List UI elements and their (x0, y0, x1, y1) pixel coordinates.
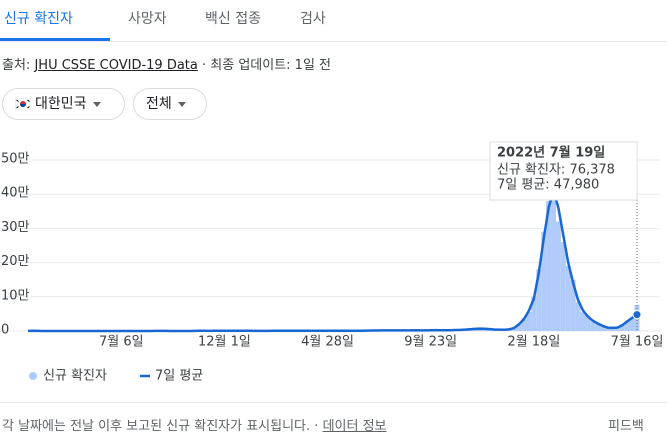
divider (0, 41, 667, 42)
average-line (27, 189, 638, 333)
tooltip-title: 2022년 7월 19일 (497, 145, 605, 161)
country-dropdown[interactable]: 대한민국 (2, 88, 125, 120)
bar (570, 279, 576, 331)
tooltip-row: 7일 평균: 47,980 (497, 178, 599, 193)
bar (560, 242, 566, 331)
tooltip-row: 신규 확진자: 76,378 (497, 163, 615, 178)
bar (555, 221, 561, 331)
bar (551, 175, 556, 331)
tab[interactable]: 사망자 (128, 11, 167, 27)
legend-label: 7일 평균 (155, 369, 203, 384)
source-prefix: 출처: (2, 58, 31, 73)
tab-indicator (0, 38, 110, 41)
bar (585, 315, 591, 331)
flag (14, 97, 32, 111)
scope-dropdown[interactable]: 전체 (133, 88, 207, 120)
y-tick-label: 20만 (1, 254, 30, 269)
bar (531, 296, 537, 331)
y-tick-label: 10만 (1, 288, 30, 303)
bar (600, 326, 606, 331)
bar (619, 324, 625, 331)
source-link[interactable]: JHU CSSE COVID-19 Data (34, 58, 198, 73)
tab[interactable]: 백신 접종 (205, 11, 261, 27)
x-tick-label: 4월 28일 (301, 335, 354, 350)
bar (614, 326, 620, 331)
footer-line: 각 날짜에는 전날 이후 보고된 신규 확진자가 표시됩니다. · 데이터 정보 (2, 415, 387, 434)
x-tick-label: 9월 23일 (404, 335, 457, 350)
bar (595, 322, 601, 331)
tooltip-box (489, 141, 638, 201)
legend-swatch (29, 372, 37, 380)
bar (546, 201, 552, 331)
updated: · 최종 업데이트: 1일 전 (202, 58, 332, 73)
bar (624, 320, 630, 331)
footer-sep: · (314, 419, 319, 434)
bar (580, 312, 586, 331)
bar (605, 327, 610, 331)
footer-note: 각 날짜에는 전날 이후 보고된 신규 확진자가 표시됩니다. (2, 419, 311, 434)
x-tick-label: 12월 1일 (198, 335, 251, 350)
x-tick-label: 2월 18일 (507, 335, 560, 350)
bar (536, 269, 542, 331)
feedback-link[interactable]: 피드백 (608, 419, 644, 434)
bar (521, 318, 527, 331)
scope-label: 전체 (146, 96, 172, 112)
hover-point (632, 310, 642, 320)
data-info-link[interactable]: 데이터 정보 (322, 419, 387, 434)
tab[interactable]: 신규 확진자 (4, 11, 73, 27)
bar (609, 328, 615, 331)
y-tick-label: 40만 (1, 186, 30, 201)
bar (526, 311, 532, 331)
country-label: 대한민국 (35, 96, 87, 112)
legend-label: 신규 확진자 (43, 369, 107, 384)
tab[interactable]: 검사 (300, 11, 326, 27)
bar (511, 327, 517, 331)
bar (575, 301, 581, 331)
bar (590, 321, 596, 331)
y-tick-label: 30만 (1, 220, 30, 235)
bar (541, 231, 547, 331)
x-tick-label: 7월 16일 (611, 335, 664, 350)
bar (516, 323, 522, 331)
bar (565, 266, 571, 331)
chart: 0 10만 20만 30만 40만 50만 7월 6일 12월 1일 4월 28일 9월 23일 2… (0, 141, 664, 384)
x-tick-label: 7월 6일 (99, 335, 144, 350)
y-tick-label: 0 (1, 323, 9, 338)
bar (629, 316, 635, 331)
source-line: 출처: JHU CSSE COVID-19 Data · 최종 업데이트: 1일… (2, 54, 331, 73)
divider (0, 402, 667, 403)
y-tick-label: 50만 (1, 152, 30, 167)
